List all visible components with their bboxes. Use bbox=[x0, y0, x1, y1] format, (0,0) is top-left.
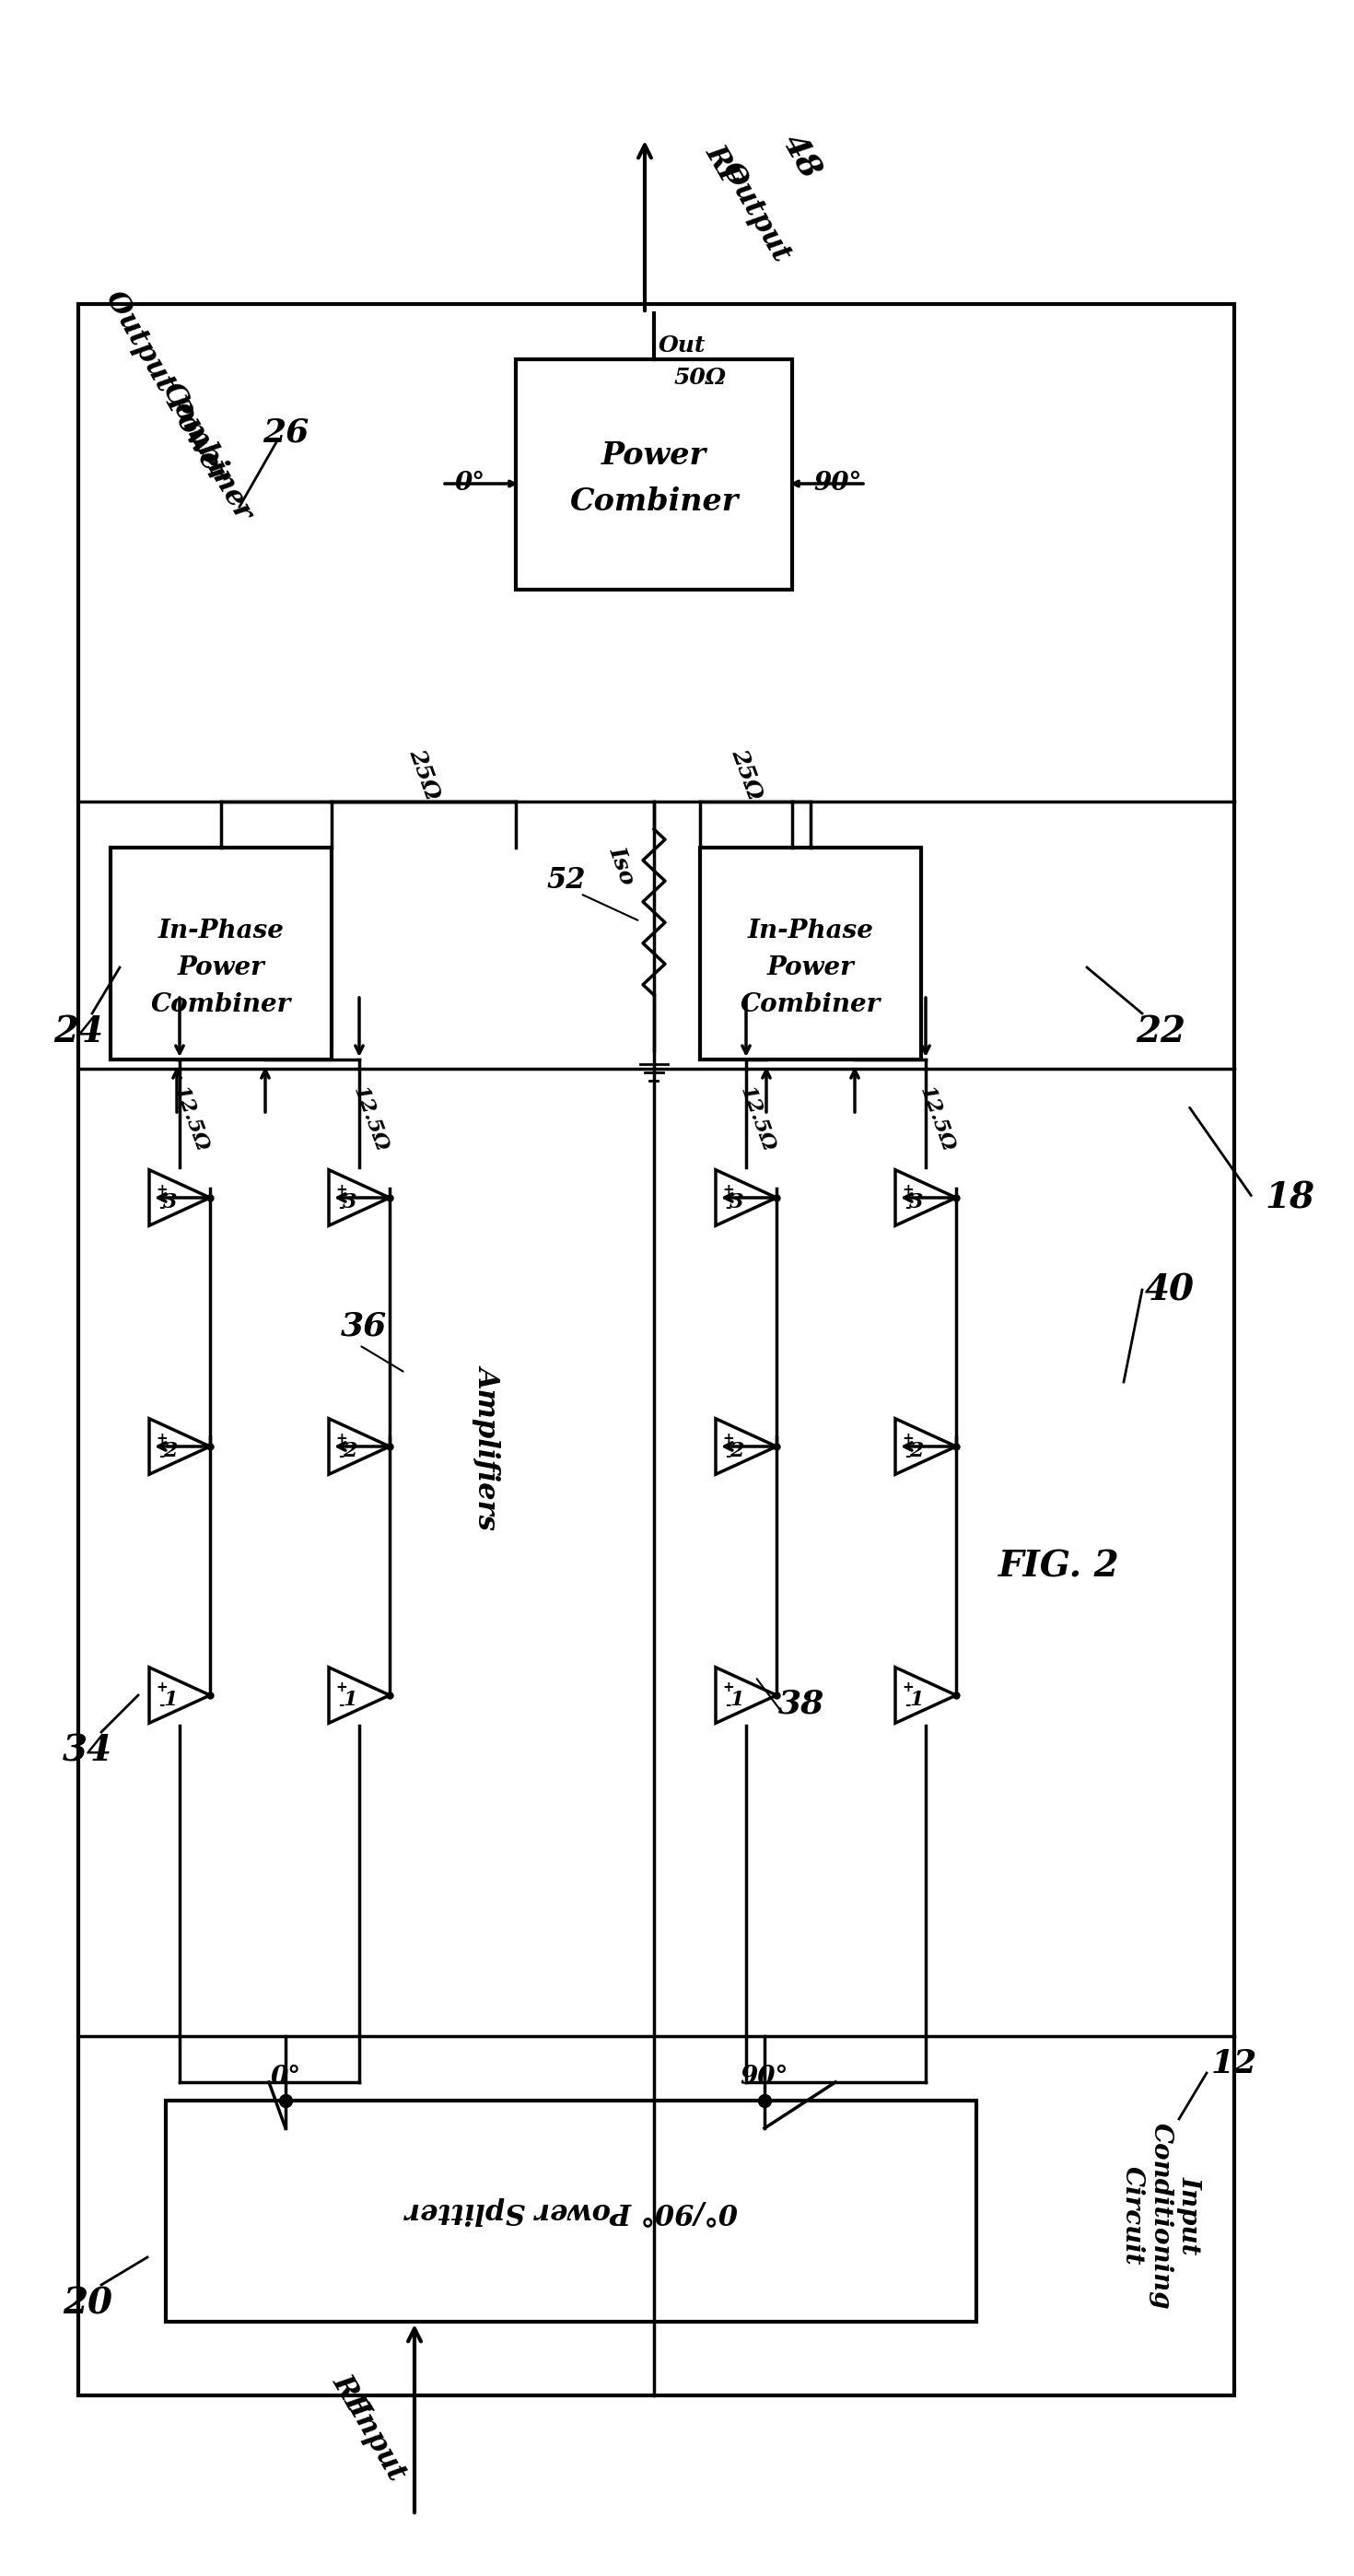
Text: +: + bbox=[156, 1182, 168, 1198]
Polygon shape bbox=[149, 1170, 210, 1226]
Text: +: + bbox=[336, 1182, 348, 1198]
Text: -: - bbox=[726, 1698, 731, 1713]
Polygon shape bbox=[329, 1667, 390, 1723]
Polygon shape bbox=[149, 1419, 210, 1473]
Text: 38: 38 bbox=[779, 1690, 825, 1721]
Text: 1: 1 bbox=[164, 1690, 177, 1710]
Text: 2: 2 bbox=[730, 1440, 743, 1461]
Text: +: + bbox=[336, 1432, 348, 1445]
Polygon shape bbox=[716, 1170, 776, 1226]
Text: 48: 48 bbox=[776, 129, 826, 185]
Text: In-Phase: In-Phase bbox=[747, 917, 873, 943]
Polygon shape bbox=[149, 1667, 210, 1723]
Text: 40: 40 bbox=[1145, 1273, 1194, 1309]
Polygon shape bbox=[716, 1419, 776, 1473]
Text: 52: 52 bbox=[547, 866, 586, 894]
Text: 36: 36 bbox=[341, 1311, 387, 1342]
Text: Output: Output bbox=[715, 157, 795, 268]
Text: 12.5Ω: 12.5Ω bbox=[349, 1084, 391, 1154]
Text: -: - bbox=[904, 1200, 911, 1216]
Text: 25Ω: 25Ω bbox=[727, 744, 765, 801]
Polygon shape bbox=[329, 1419, 390, 1473]
Text: Combiner: Combiner bbox=[156, 379, 259, 526]
Text: Combiner: Combiner bbox=[570, 487, 738, 518]
Text: 26: 26 bbox=[263, 417, 309, 448]
Text: 1: 1 bbox=[910, 1690, 923, 1710]
Text: 0°/90° Power Splitter: 0°/90° Power Splitter bbox=[405, 2197, 738, 2226]
Text: 2: 2 bbox=[910, 1440, 923, 1461]
Polygon shape bbox=[895, 1419, 956, 1473]
Text: +: + bbox=[156, 1680, 168, 1695]
Text: RF: RF bbox=[326, 2370, 374, 2421]
Text: 3: 3 bbox=[730, 1193, 743, 1213]
Bar bbox=[79, 304, 1235, 2396]
Text: 25Ω: 25Ω bbox=[405, 744, 443, 801]
Text: -: - bbox=[726, 1450, 731, 1463]
Polygon shape bbox=[329, 1170, 390, 1226]
Text: RF: RF bbox=[700, 139, 746, 191]
Text: 3: 3 bbox=[910, 1193, 923, 1213]
Text: -: - bbox=[338, 1200, 344, 1216]
Text: 1: 1 bbox=[343, 1690, 357, 1710]
Text: 24: 24 bbox=[53, 1015, 103, 1048]
Text: -: - bbox=[158, 1450, 165, 1463]
Text: 20: 20 bbox=[62, 2285, 112, 2321]
Text: 90°: 90° bbox=[741, 2066, 788, 2089]
Text: +: + bbox=[902, 1680, 914, 1695]
Text: +: + bbox=[902, 1182, 914, 1198]
Text: 0°: 0° bbox=[455, 471, 485, 497]
Text: 12.5Ω: 12.5Ω bbox=[915, 1084, 957, 1154]
Text: FIG. 2: FIG. 2 bbox=[999, 1548, 1120, 1584]
Text: -: - bbox=[158, 1200, 165, 1216]
Text: 12: 12 bbox=[1210, 2048, 1258, 2079]
Text: +: + bbox=[723, 1680, 734, 1695]
Text: +: + bbox=[156, 1432, 168, 1445]
Text: Input
Conditioning
Circuit: Input Conditioning Circuit bbox=[1120, 2123, 1202, 2308]
Text: 22: 22 bbox=[1136, 1015, 1186, 1048]
Text: 50Ω: 50Ω bbox=[674, 366, 726, 389]
Text: Power: Power bbox=[766, 956, 854, 979]
Text: -: - bbox=[904, 1698, 911, 1713]
Polygon shape bbox=[895, 1170, 956, 1226]
Bar bbox=[516, 358, 792, 590]
Text: Out: Out bbox=[658, 335, 705, 355]
Text: +: + bbox=[902, 1432, 914, 1445]
Text: 2: 2 bbox=[343, 1440, 357, 1461]
Text: 34: 34 bbox=[62, 1734, 112, 1767]
Text: Output Power: Output Power bbox=[99, 286, 233, 487]
Text: Combiner: Combiner bbox=[741, 992, 880, 1018]
Text: 2: 2 bbox=[164, 1440, 177, 1461]
Text: 0°: 0° bbox=[271, 2066, 301, 2089]
Text: 3: 3 bbox=[164, 1193, 177, 1213]
Text: -: - bbox=[726, 1200, 731, 1216]
Text: Input: Input bbox=[344, 2396, 412, 2486]
Text: Power: Power bbox=[177, 956, 264, 979]
Text: -: - bbox=[338, 1450, 344, 1463]
Polygon shape bbox=[895, 1667, 956, 1723]
Text: 1: 1 bbox=[730, 1690, 743, 1710]
Text: Iso: Iso bbox=[605, 845, 639, 889]
Text: 3: 3 bbox=[343, 1193, 357, 1213]
Bar bbox=[111, 848, 332, 1059]
Text: -: - bbox=[158, 1698, 165, 1713]
Text: In-Phase: In-Phase bbox=[158, 917, 284, 943]
Polygon shape bbox=[716, 1667, 776, 1723]
Text: -: - bbox=[338, 1698, 344, 1713]
Text: Amplifiers: Amplifiers bbox=[474, 1365, 502, 1528]
Text: +: + bbox=[723, 1432, 734, 1445]
Text: 12.5Ω: 12.5Ω bbox=[737, 1084, 779, 1154]
Text: Power: Power bbox=[601, 440, 707, 471]
Text: 90°: 90° bbox=[814, 471, 862, 497]
Text: +: + bbox=[336, 1680, 348, 1695]
Bar bbox=[700, 848, 921, 1059]
Text: -: - bbox=[904, 1450, 911, 1463]
Text: Combiner: Combiner bbox=[150, 992, 291, 1018]
Text: 18: 18 bbox=[1265, 1180, 1315, 1216]
Text: +: + bbox=[723, 1182, 734, 1198]
Bar bbox=[165, 2099, 976, 2321]
Text: 12.5Ω: 12.5Ω bbox=[169, 1084, 211, 1154]
